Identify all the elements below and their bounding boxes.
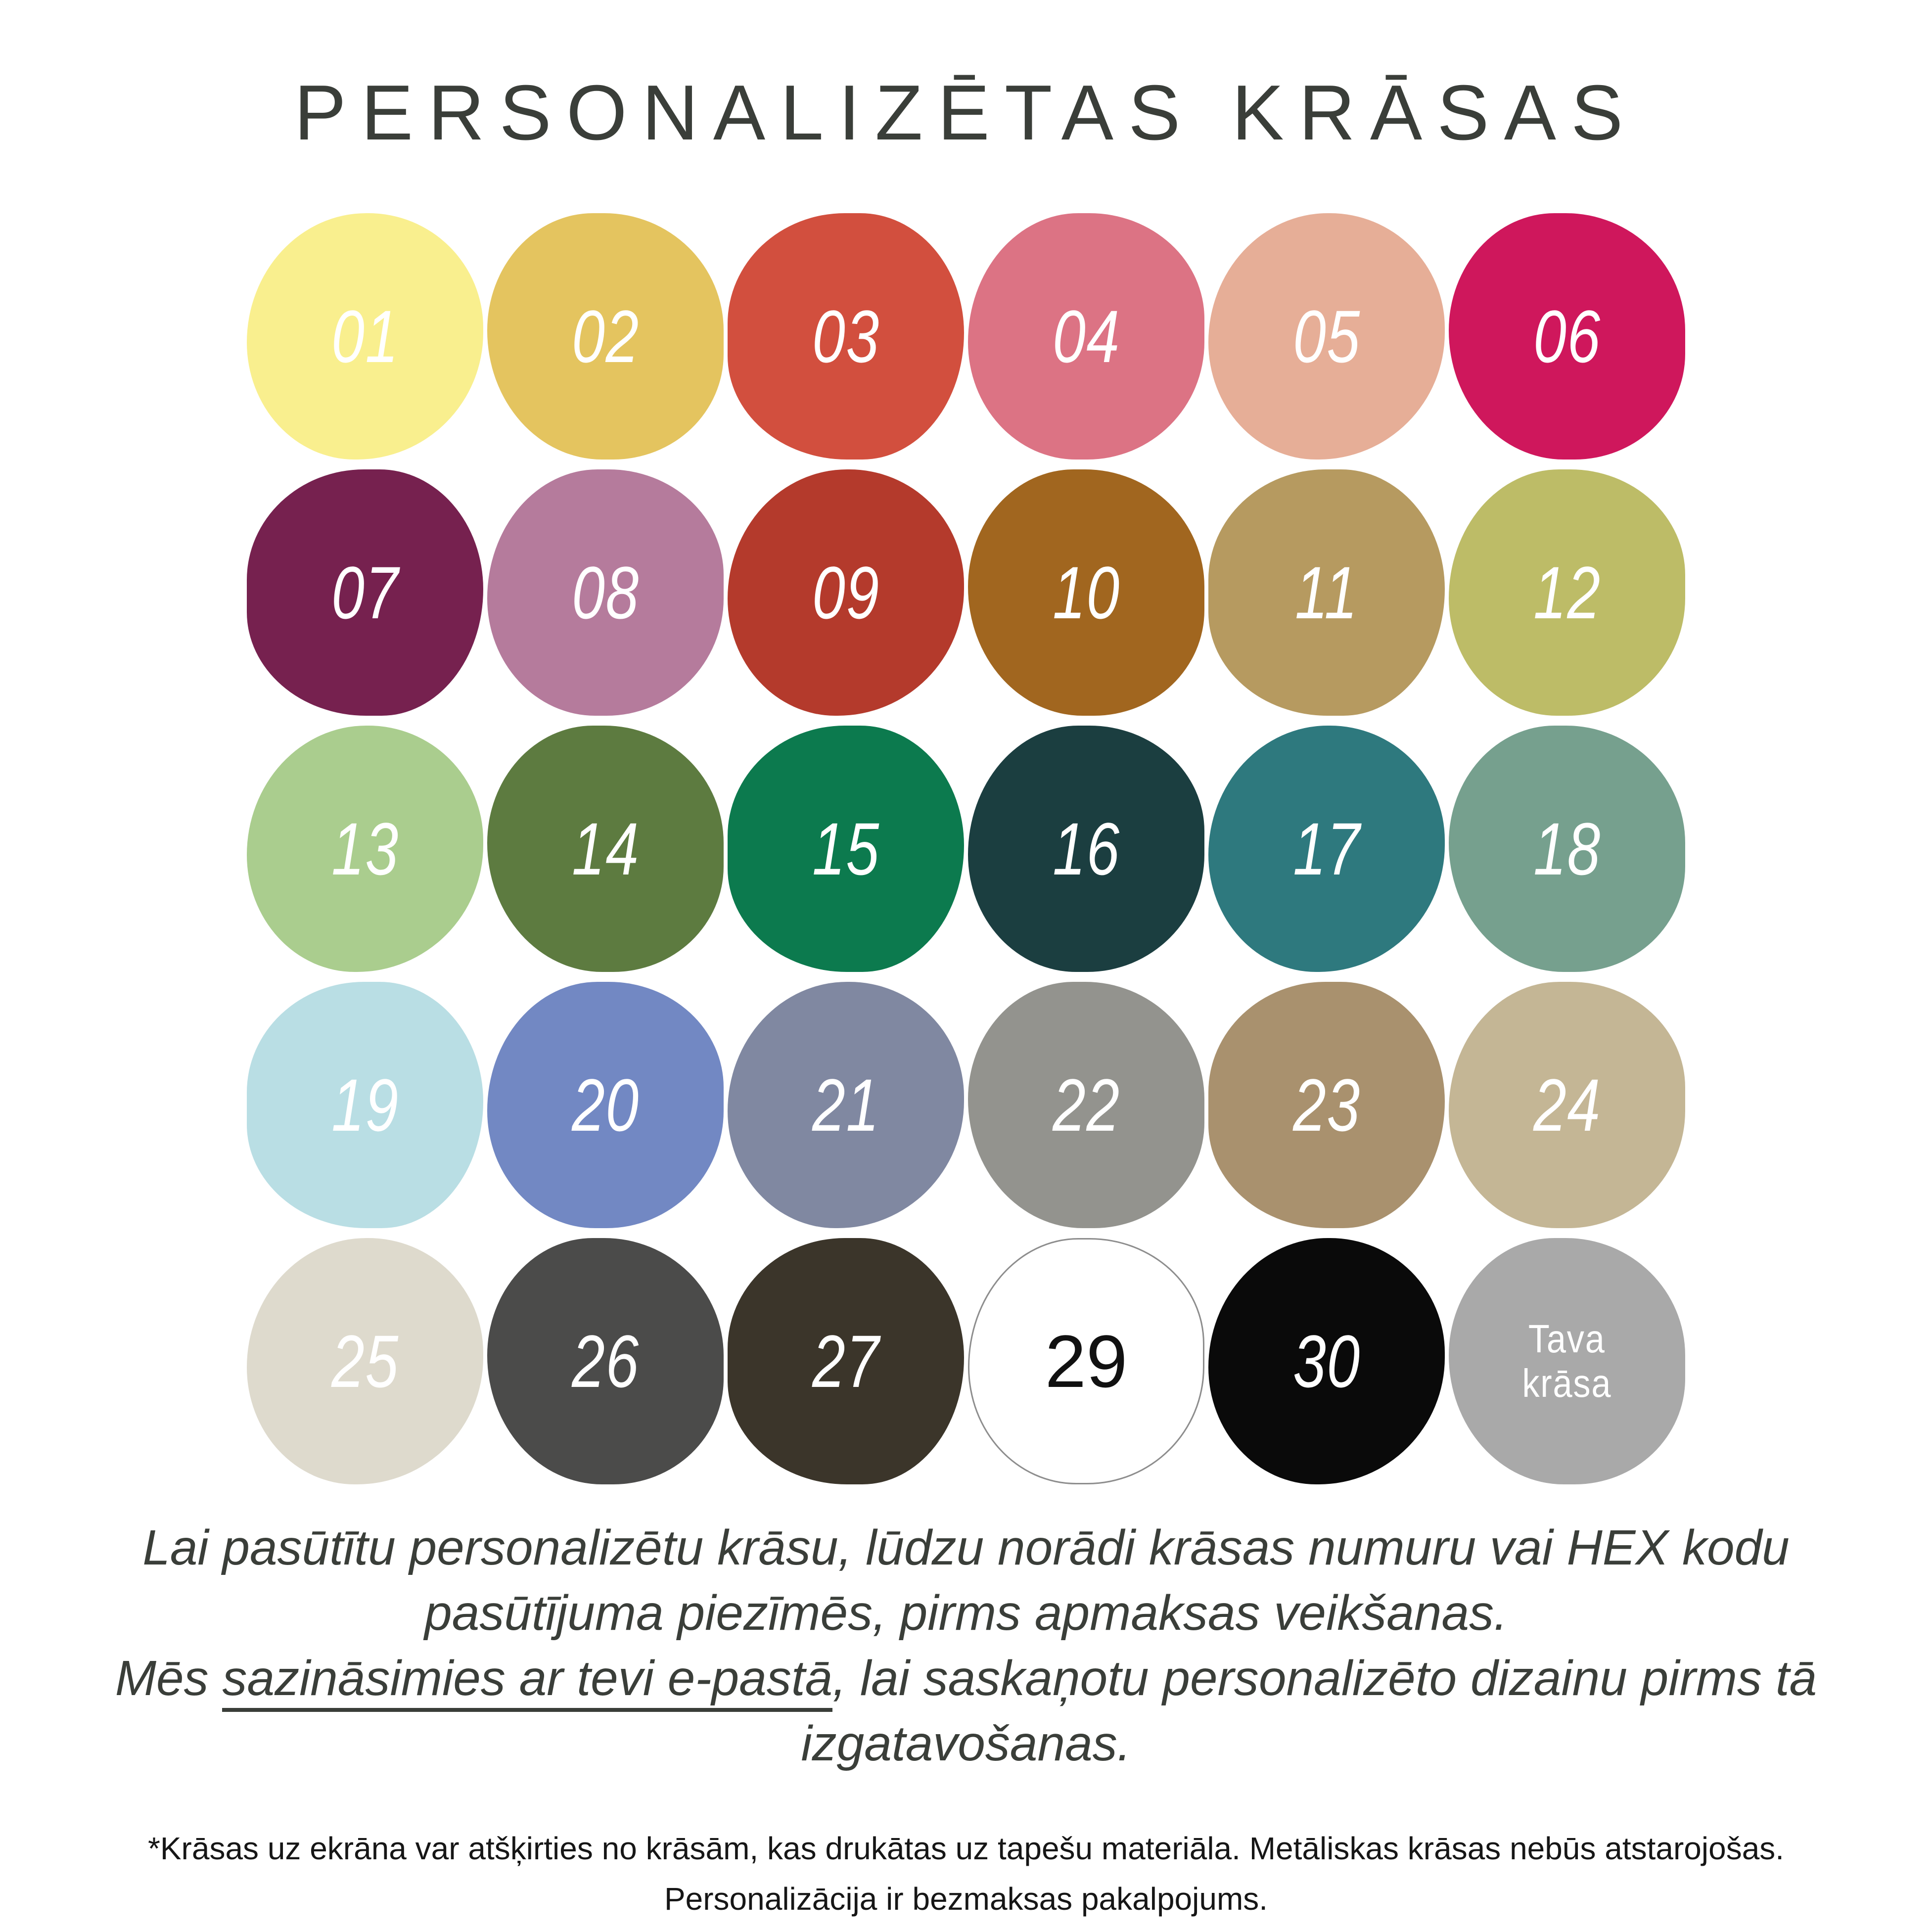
color-swatch-13: 13 xyxy=(247,726,483,972)
color-swatch-10: 10 xyxy=(968,469,1204,716)
swatch-label: 24 xyxy=(1533,1063,1601,1147)
color-swatch-12: 12 xyxy=(1449,469,1685,716)
swatch-label: 06 xyxy=(1533,295,1601,378)
color-swatch-24: 24 xyxy=(1449,982,1685,1228)
swatch-label: 03 xyxy=(812,295,880,378)
swatch-label: 25 xyxy=(331,1320,399,1403)
color-swatch-06: 06 xyxy=(1449,213,1685,460)
order-note-sentence1: Lai pasūtītu personalizētu krāsu, lūdzu … xyxy=(142,1520,1790,1641)
swatch-label: 30 xyxy=(1292,1320,1361,1403)
swatch-label: 26 xyxy=(571,1320,640,1403)
email-contact-phrase: sazināsimies ar tevi e-pastā xyxy=(222,1651,833,1712)
footnote-line1: *Krāsas uz ekrāna var atšķirties no krās… xyxy=(147,1831,1785,1866)
swatch-label: 10 xyxy=(1052,551,1120,634)
swatch-label: 09 xyxy=(812,551,880,634)
color-swatch-21: 21 xyxy=(728,982,964,1228)
swatch-label: 29 xyxy=(1045,1320,1128,1403)
color-swatch-18: 18 xyxy=(1449,726,1685,972)
footnote-line2: Personalizācija ir bezmaksas pakalpojums… xyxy=(664,1881,1268,1917)
color-swatch-04: 04 xyxy=(968,213,1204,460)
color-swatch-07: 07 xyxy=(247,469,483,716)
color-swatch-29: 29 xyxy=(968,1238,1204,1484)
color-swatch-27: 27 xyxy=(728,1238,964,1484)
swatch-label: 16 xyxy=(1052,807,1120,890)
color-swatch-11: 11 xyxy=(1208,469,1445,716)
page-title: PERSONALIZĒTAS KRĀSAS xyxy=(294,69,1638,156)
order-note-sentence2-prefix: Mēs xyxy=(115,1651,223,1706)
swatch-label: 20 xyxy=(571,1063,640,1147)
color-swatch-19: 19 xyxy=(247,982,483,1228)
swatch-label: 18 xyxy=(1533,807,1601,890)
order-note-sentence2-suffix: , lai saskaņotu personalizēto dizainu pi… xyxy=(801,1651,1817,1771)
color-swatch-26: 26 xyxy=(487,1238,724,1484)
swatch-label: 19 xyxy=(331,1063,399,1147)
swatch-label: 04 xyxy=(1052,295,1120,378)
color-swatch-30: 30 xyxy=(1208,1238,1445,1484)
color-swatch-01: 01 xyxy=(247,213,483,460)
swatch-label: 14 xyxy=(571,807,640,890)
swatch-label: 13 xyxy=(331,807,399,890)
color-swatch-03: 03 xyxy=(728,213,964,460)
order-note: Lai pasūtītu personalizētu krāsu, lūdzu … xyxy=(105,1515,1827,1776)
swatch-label: 22 xyxy=(1052,1063,1120,1147)
color-swatch-23: 23 xyxy=(1208,982,1445,1228)
swatch-label: 15 xyxy=(812,807,880,890)
color-swatch-14: 14 xyxy=(487,726,724,972)
color-swatch-02: 02 xyxy=(487,213,724,460)
color-swatch-15: 15 xyxy=(728,726,964,972)
color-swatch-05: 05 xyxy=(1208,213,1445,460)
swatch-label: 02 xyxy=(571,295,640,378)
color-swatch-20: 20 xyxy=(487,982,724,1228)
color-swatch-25: 25 xyxy=(247,1238,483,1484)
color-swatch-09: 09 xyxy=(728,469,964,716)
swatch-grid: 01 02 03 04 05 06 07 08 09 10 11 12 13 14 15 16 17 18 19 20… xyxy=(0,213,1932,1484)
swatch-label: 27 xyxy=(812,1320,880,1403)
swatch-label: 01 xyxy=(331,295,399,378)
swatch-label: 08 xyxy=(571,551,640,634)
color-swatch-tava-krāsa: Tava krāsa xyxy=(1449,1238,1685,1484)
order-note-sentence2: Mēs sazināsimies ar tevi e-pastā, lai sa… xyxy=(115,1651,1817,1771)
color-swatch-16: 16 xyxy=(968,726,1204,972)
swatch-label: 12 xyxy=(1533,551,1601,634)
swatch-label: 23 xyxy=(1292,1063,1361,1147)
color-swatch-17: 17 xyxy=(1208,726,1445,972)
swatch-label: 07 xyxy=(331,551,399,634)
color-swatch-22: 22 xyxy=(968,982,1204,1228)
swatch-label: 05 xyxy=(1292,295,1361,378)
swatch-label: 21 xyxy=(812,1063,880,1147)
swatch-label: 17 xyxy=(1292,807,1361,890)
footnote: *Krāsas uz ekrāna var atšķirties no krās… xyxy=(16,1823,1916,1925)
color-swatch-08: 08 xyxy=(487,469,724,716)
swatch-label: Tava krāsa xyxy=(1522,1317,1612,1405)
swatch-label: 11 xyxy=(1295,551,1358,634)
